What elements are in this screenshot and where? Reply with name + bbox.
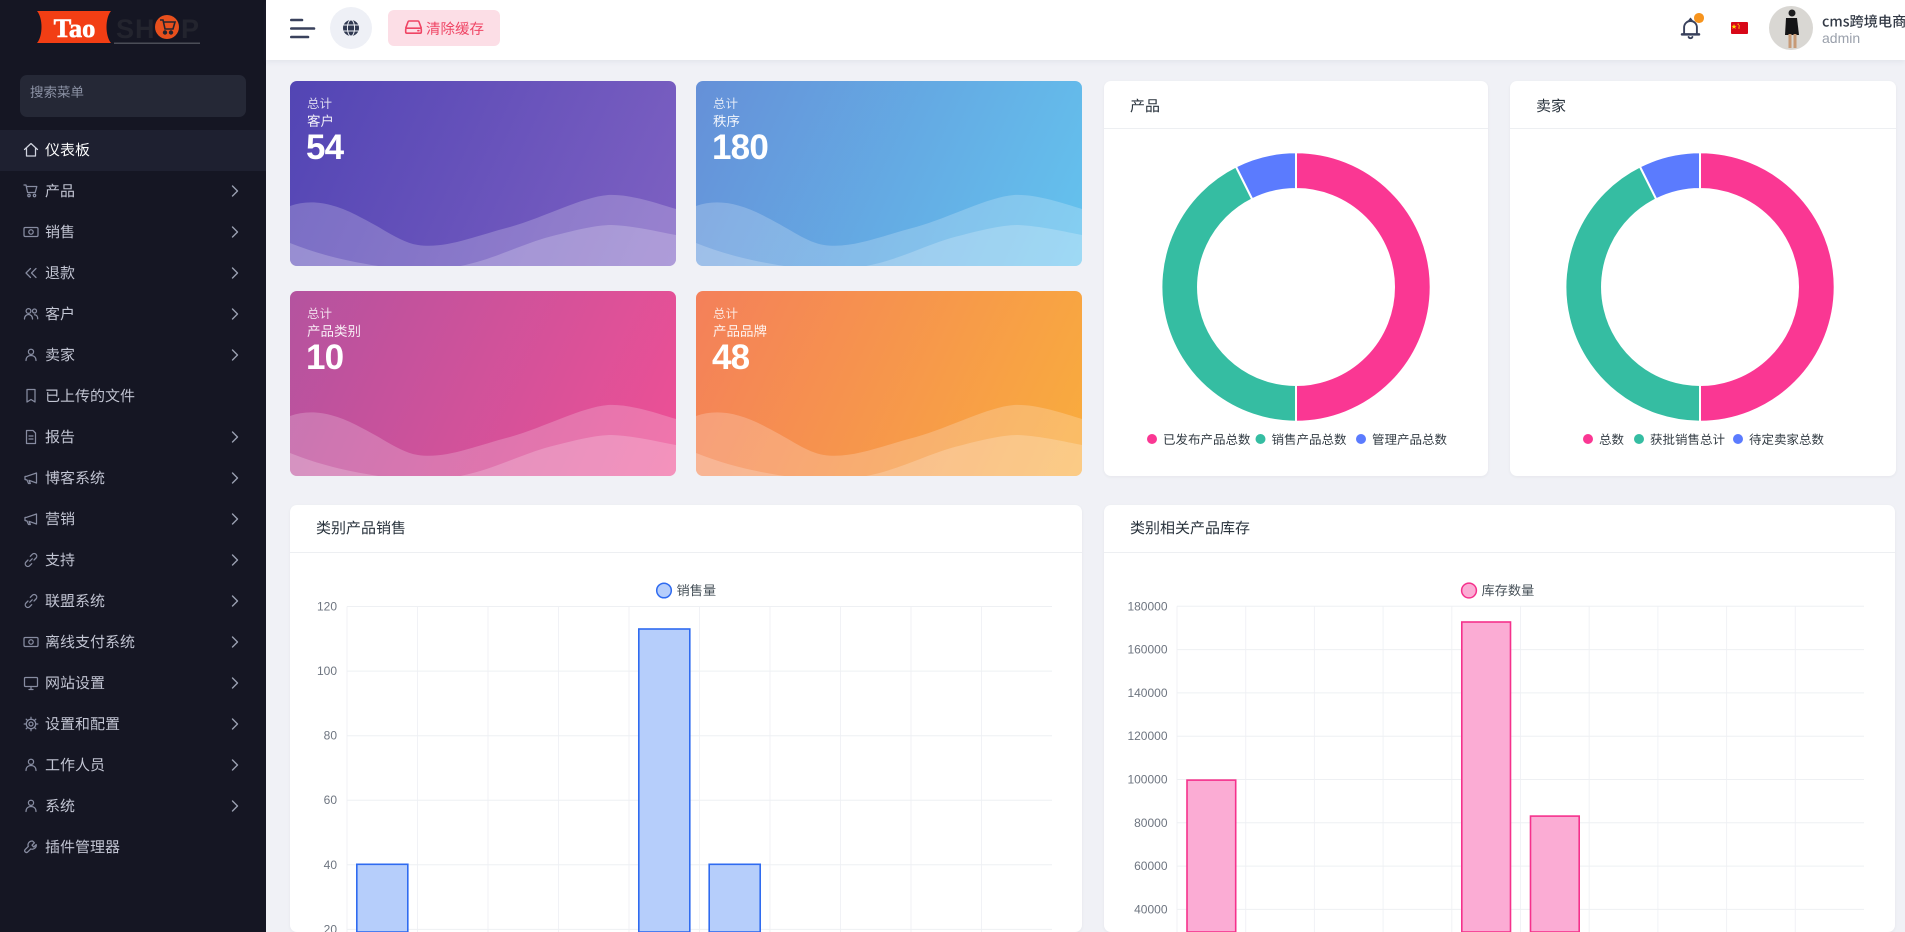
svg-text:100: 100 — [317, 664, 337, 678]
svg-text:120: 120 — [317, 600, 337, 614]
svg-text:Tao: Tao — [54, 13, 96, 43]
svg-text:40000: 40000 — [1134, 902, 1168, 916]
svg-text:120000: 120000 — [1127, 729, 1167, 743]
svg-text:P: P — [181, 14, 199, 44]
svg-text:100000: 100000 — [1127, 773, 1167, 787]
svg-text:40: 40 — [324, 858, 338, 872]
svg-text:20: 20 — [324, 922, 338, 932]
svg-text:SH: SH — [116, 14, 156, 44]
svg-text:180000: 180000 — [1127, 599, 1167, 613]
svg-text:60000: 60000 — [1134, 859, 1168, 873]
svg-text:160000: 160000 — [1127, 643, 1167, 657]
svg-text:140000: 140000 — [1127, 686, 1167, 700]
svg-text:80000: 80000 — [1134, 816, 1168, 830]
svg-text:60: 60 — [324, 793, 338, 807]
svg-text:80: 80 — [324, 729, 338, 743]
